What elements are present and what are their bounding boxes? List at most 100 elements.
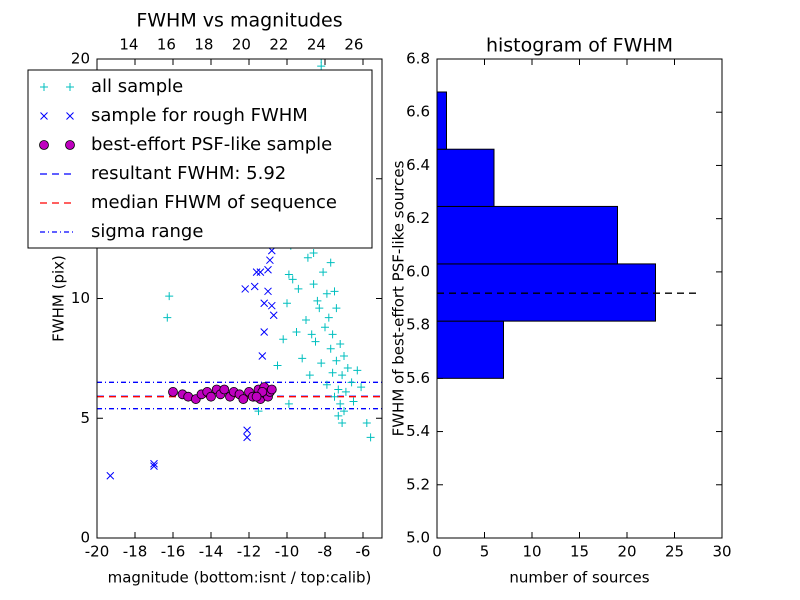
y-tick-label: 6.8 [406, 50, 430, 68]
plus-marker [330, 392, 339, 401]
plus-marker [334, 385, 343, 394]
y-tick-label: 6.4 [406, 156, 430, 174]
chart-title: FWHM vs magnitudes [136, 10, 342, 32]
y-tick-label: 6.0 [406, 262, 430, 280]
plus-marker [336, 399, 345, 408]
x-tick-label: -12 [237, 543, 262, 561]
legend-label: resultant FWHM: 5.92 [91, 163, 286, 184]
plus-marker [326, 344, 335, 353]
hist-bar [436, 320, 504, 379]
x-tick-label: 30 [712, 543, 731, 561]
plus-marker [332, 356, 341, 365]
plus-marker [307, 330, 316, 339]
hist-bar [436, 148, 495, 207]
x-marker [243, 433, 251, 442]
plot-area [97, 59, 382, 480]
plus-marker [322, 289, 331, 298]
plus-marker [349, 397, 358, 406]
x-tick-label: 25 [665, 543, 684, 561]
legend-label: median FHWM of sequence [91, 192, 337, 213]
plus-marker [362, 419, 371, 428]
y-tick-label: 5.8 [406, 316, 430, 334]
plus-marker [326, 258, 335, 267]
y-tick-label: 5.6 [406, 369, 430, 387]
x-marker [40, 112, 48, 120]
plus-marker [317, 59, 326, 63]
x-tick-label: -16 [161, 543, 186, 561]
circle-marker [65, 140, 75, 150]
plus-marker [279, 335, 288, 344]
x-marker [243, 426, 251, 435]
axes-frame [436, 58, 723, 539]
y-tick-label: 20 [71, 50, 90, 68]
plus-marker [317, 62, 326, 71]
x-marker [252, 268, 261, 277]
y-axis-label: FWHM (pix) [50, 255, 68, 342]
plus-marker [311, 337, 320, 346]
x-marker [150, 459, 158, 468]
x2-tick-label: 14 [119, 36, 138, 54]
x-marker [269, 311, 278, 320]
plus-marker [341, 387, 350, 396]
plus-marker [322, 380, 331, 389]
x-marker [260, 328, 269, 336]
circle-marker [168, 387, 178, 397]
plus-marker [305, 371, 314, 380]
plus-marker [319, 268, 328, 277]
circle-marker [39, 140, 49, 150]
y-tick-label: 10 [71, 289, 90, 307]
x-marker [66, 112, 74, 120]
plus-marker [353, 366, 362, 375]
plus-marker [313, 296, 322, 305]
circle-marker [266, 384, 277, 395]
plus-marker [163, 313, 172, 322]
x-tick-label: 20 [617, 543, 636, 561]
plus-marker [40, 83, 48, 91]
x-tick-label: -14 [199, 543, 224, 561]
circle-marker [251, 391, 262, 402]
x-marker [106, 471, 115, 480]
plus-marker [292, 328, 301, 337]
plus-marker [309, 248, 318, 257]
x-marker [266, 256, 274, 265]
x2-tick-label: 18 [194, 36, 213, 54]
x-marker [267, 301, 276, 310]
x-axis-label: number of sources [509, 569, 649, 587]
chart-title: histogram of FWHM [486, 35, 673, 57]
x-marker [258, 352, 267, 360]
plus-marker [338, 371, 347, 380]
plus-marker [317, 359, 326, 368]
plus-marker [330, 287, 339, 296]
plus-marker [165, 292, 174, 301]
plus-marker [328, 330, 337, 339]
plus-marker [66, 83, 74, 91]
x2-tick-label: 22 [269, 36, 288, 54]
plus-marker [324, 313, 333, 322]
plus-marker [254, 407, 263, 416]
plus-marker [366, 433, 375, 442]
plus-marker [298, 354, 307, 363]
y-tick-label: 6.2 [406, 209, 430, 227]
x-tick-label: 10 [522, 543, 541, 561]
circle-marker [206, 391, 216, 402]
x-axis-label: magnitude (bottom:isnt / top:calib) [108, 569, 372, 587]
x-marker [264, 287, 272, 296]
y-tick-label: 5 [80, 409, 90, 427]
plus-marker [294, 284, 303, 293]
y-tick-label: 5.2 [406, 475, 430, 493]
y-tick-label: 0 [80, 529, 90, 547]
plus-marker [302, 316, 310, 325]
x-marker [256, 268, 265, 277]
x-marker [260, 299, 269, 308]
x2-tick-label: 26 [344, 36, 363, 54]
plus-marker [273, 361, 282, 370]
legend-label: best-effort PSF-like sample [91, 134, 332, 155]
x-tick-label: -8 [318, 543, 333, 561]
plus-marker [303, 253, 312, 262]
circle-marker [219, 384, 230, 395]
hist-bar [436, 205, 618, 265]
plus-marker [340, 351, 348, 360]
x-tick-label: 15 [570, 543, 589, 561]
x-marker [241, 285, 250, 293]
plus-marker [357, 383, 366, 392]
